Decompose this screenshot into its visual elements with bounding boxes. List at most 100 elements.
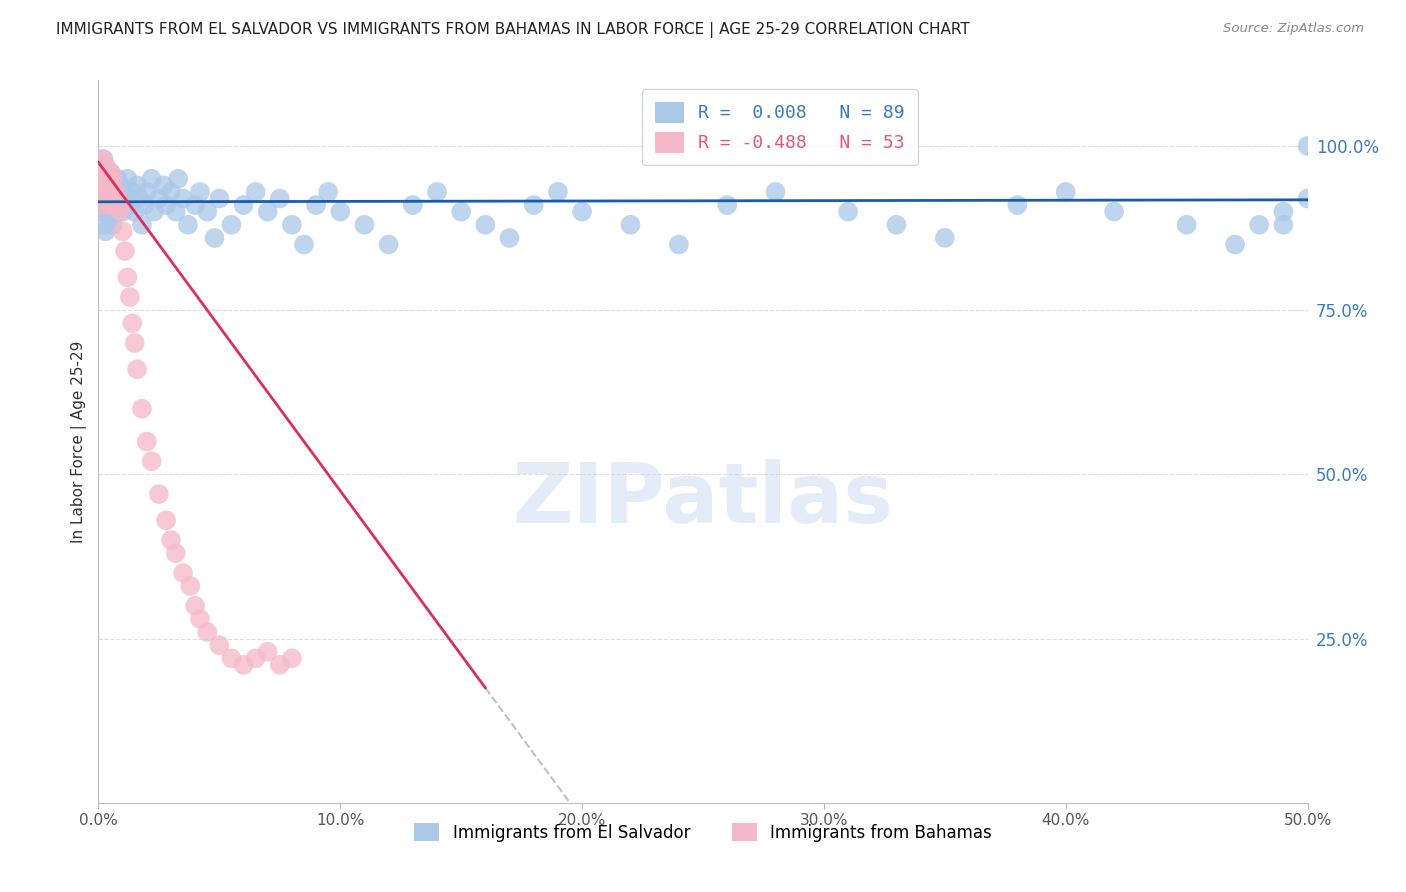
Point <box>1102 204 1125 219</box>
Point <box>91 171 114 186</box>
Point <box>450 204 472 219</box>
Text: ZIPatlas: ZIPatlas <box>513 458 893 540</box>
Point <box>377 237 399 252</box>
Point <box>1296 192 1319 206</box>
Point <box>91 178 114 193</box>
Point <box>221 651 243 665</box>
Point <box>765 185 787 199</box>
Point <box>523 198 546 212</box>
Text: IMMIGRANTS FROM EL SALVADOR VS IMMIGRANTS FROM BAHAMAS IN LABOR FORCE | AGE 25-2: IMMIGRANTS FROM EL SALVADOR VS IMMIGRANT… <box>56 22 970 38</box>
Point <box>111 204 134 219</box>
Point <box>97 185 120 199</box>
Point <box>100 211 122 226</box>
Point <box>94 165 117 179</box>
Point <box>256 645 278 659</box>
Point <box>91 152 114 166</box>
Point <box>104 185 127 199</box>
Point <box>118 198 141 212</box>
Point <box>547 185 569 199</box>
Point <box>94 178 117 193</box>
Point <box>353 218 375 232</box>
Point <box>245 651 267 665</box>
Text: Source: ZipAtlas.com: Source: ZipAtlas.com <box>1223 22 1364 36</box>
Point <box>232 198 254 212</box>
Point <box>208 192 231 206</box>
Point <box>94 185 117 199</box>
Point <box>886 218 908 232</box>
Point <box>101 198 124 212</box>
Point <box>111 185 134 199</box>
Point <box>1249 218 1271 232</box>
Point <box>1054 185 1077 199</box>
Point <box>141 454 163 468</box>
Point <box>114 192 136 206</box>
Point <box>97 165 120 179</box>
Point <box>97 204 120 219</box>
Point <box>94 224 117 238</box>
Point <box>101 218 124 232</box>
Point <box>165 204 187 219</box>
Point <box>281 651 304 665</box>
Point <box>316 185 339 199</box>
Point <box>184 599 207 613</box>
Point <box>160 185 183 199</box>
Point <box>571 204 593 219</box>
Point <box>124 204 146 219</box>
Point <box>167 171 190 186</box>
Point <box>121 185 143 199</box>
Point <box>245 185 267 199</box>
Point <box>177 218 200 232</box>
Point <box>91 218 114 232</box>
Point <box>269 192 291 206</box>
Point <box>107 171 129 186</box>
Point <box>134 198 156 212</box>
Point <box>204 231 226 245</box>
Point <box>124 336 146 351</box>
Point <box>108 204 131 219</box>
Point <box>1272 218 1295 232</box>
Point <box>90 185 112 199</box>
Point <box>474 218 496 232</box>
Point <box>108 198 131 212</box>
Point <box>127 178 149 193</box>
Point <box>97 178 120 193</box>
Point <box>668 237 690 252</box>
Point <box>108 178 131 193</box>
Point <box>141 171 163 186</box>
Point <box>195 625 218 640</box>
Point <box>91 165 114 179</box>
Point <box>619 218 641 232</box>
Point <box>135 185 157 199</box>
Point <box>90 165 112 179</box>
Point <box>152 178 174 193</box>
Point <box>165 546 187 560</box>
Point <box>281 218 304 232</box>
Point <box>94 178 117 193</box>
Point <box>121 316 143 330</box>
Point <box>91 192 114 206</box>
Point <box>128 192 150 206</box>
Point <box>195 204 218 219</box>
Point <box>498 231 520 245</box>
Point <box>127 362 149 376</box>
Point <box>97 171 120 186</box>
Point <box>160 533 183 547</box>
Point <box>104 198 127 212</box>
Point <box>208 638 231 652</box>
Point <box>934 231 956 245</box>
Point <box>100 192 122 206</box>
Point <box>90 159 112 173</box>
Point <box>100 198 122 212</box>
Point <box>91 185 114 199</box>
Point <box>97 171 120 186</box>
Point <box>90 171 112 186</box>
Point <box>101 192 124 206</box>
Point <box>90 204 112 219</box>
Point <box>91 198 114 212</box>
Point <box>104 204 127 219</box>
Point <box>94 198 117 212</box>
Point <box>329 204 352 219</box>
Point <box>184 198 207 212</box>
Point <box>232 657 254 672</box>
Point <box>292 237 315 252</box>
